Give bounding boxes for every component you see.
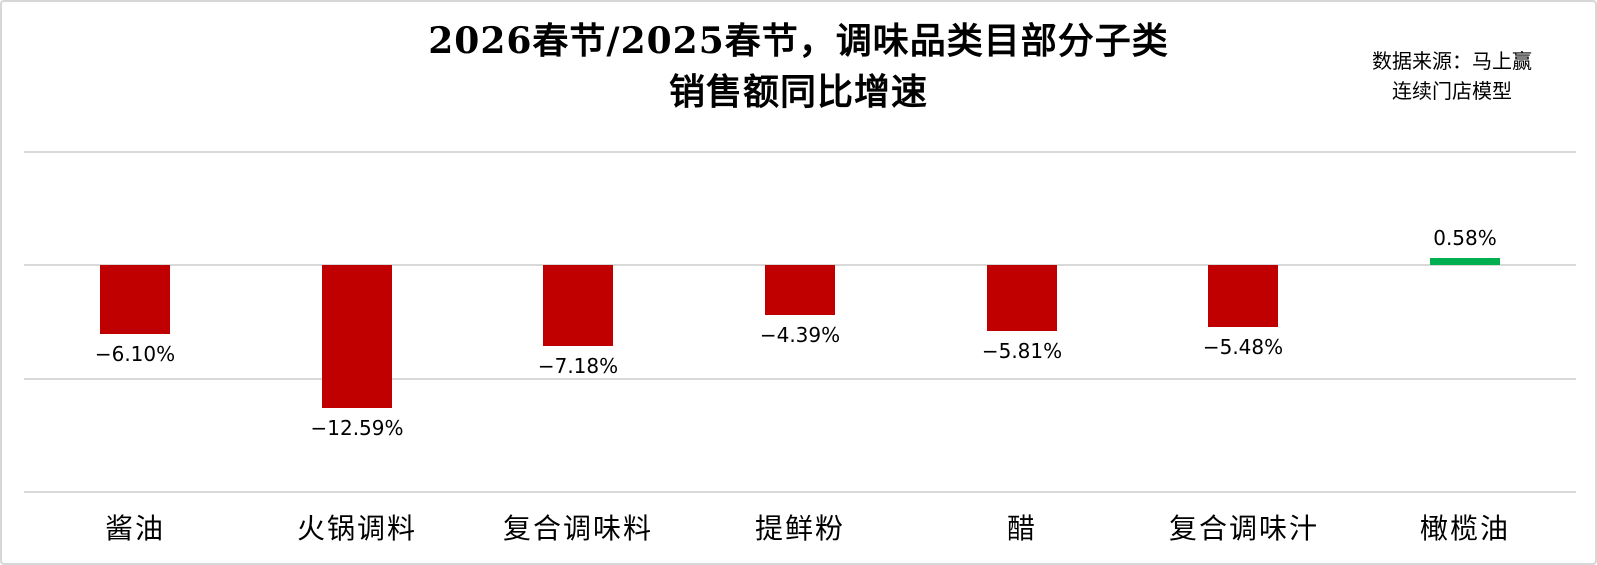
chart-title-line2: 销售额同比增速 bbox=[668, 71, 928, 113]
category-label: 提鲜粉 bbox=[754, 512, 845, 545]
chart-bar bbox=[765, 265, 835, 315]
category-label: 酱油 bbox=[104, 512, 165, 545]
gridline bbox=[24, 491, 1576, 493]
bar-value-label: −5.48% bbox=[1202, 335, 1284, 359]
chart-bar bbox=[987, 265, 1057, 331]
category-label: 复合调味汁 bbox=[1168, 512, 1319, 545]
data-source-line1: 数据来源：马上赢 bbox=[1372, 49, 1532, 73]
chart-title: 2026春节/2025春节，调味品类目部分子类 销售额同比增速 bbox=[2, 16, 1595, 118]
chart-title-line1: 2026春节/2025春节，调味品类目部分子类 bbox=[428, 20, 1169, 62]
bar-value-label: −5.81% bbox=[981, 339, 1063, 363]
gridline bbox=[24, 378, 1576, 380]
data-source-line2: 连续门店模型 bbox=[1392, 79, 1512, 103]
chart-bar bbox=[322, 265, 392, 408]
bar-value-label: 0.58% bbox=[1433, 226, 1497, 250]
data-source-note: 数据来源：马上赢 连续门店模型 bbox=[1347, 46, 1557, 106]
bar-value-label: −7.18% bbox=[537, 354, 619, 378]
chart-bar bbox=[543, 265, 613, 346]
gridline bbox=[24, 151, 1576, 153]
category-label: 橄榄油 bbox=[1419, 512, 1510, 545]
chart-bar bbox=[1430, 258, 1500, 265]
bar-value-label: −12.59% bbox=[310, 416, 404, 440]
category-label: 火锅调料 bbox=[296, 512, 417, 545]
category-label: 复合调味料 bbox=[502, 512, 653, 545]
bar-value-label: −6.10% bbox=[94, 342, 176, 366]
chart-bar bbox=[1208, 265, 1278, 327]
bar-value-label: −4.39% bbox=[759, 323, 841, 347]
category-label: 醋 bbox=[1006, 512, 1037, 545]
chart-bar bbox=[100, 265, 170, 334]
